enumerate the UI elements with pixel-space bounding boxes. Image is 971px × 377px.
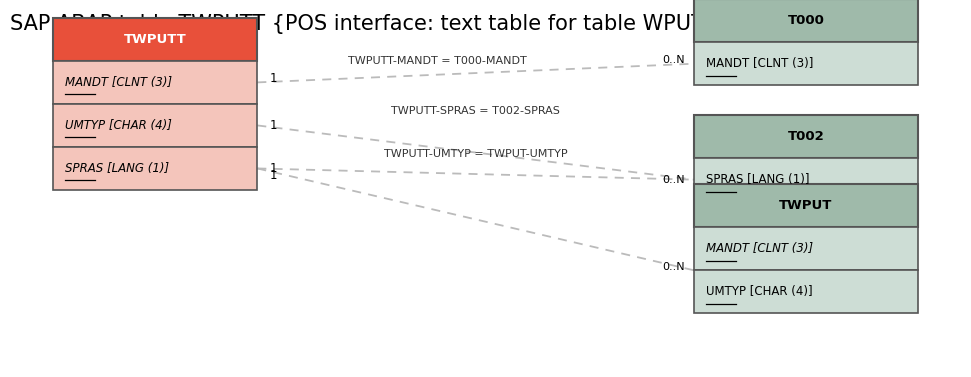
Text: TWPUTT-SPRAS = T002-SPRAS: TWPUTT-SPRAS = T002-SPRAS bbox=[391, 106, 560, 116]
Text: TWPUTT-MANDT = T000-MANDT: TWPUTT-MANDT = T000-MANDT bbox=[348, 55, 526, 66]
Text: T002: T002 bbox=[787, 130, 824, 143]
Text: 1: 1 bbox=[270, 162, 278, 175]
FancyBboxPatch shape bbox=[53, 18, 257, 61]
FancyBboxPatch shape bbox=[53, 104, 257, 147]
Text: TWPUTT: TWPUTT bbox=[124, 33, 186, 46]
Text: 1: 1 bbox=[270, 119, 278, 132]
FancyBboxPatch shape bbox=[694, 227, 918, 270]
Text: 1: 1 bbox=[270, 169, 278, 182]
Text: UMTYP [CHAR (4)]: UMTYP [CHAR (4)] bbox=[706, 285, 813, 298]
Text: MANDT [CLNT (3)]: MANDT [CLNT (3)] bbox=[706, 57, 814, 70]
FancyBboxPatch shape bbox=[694, 115, 918, 158]
FancyBboxPatch shape bbox=[53, 147, 257, 190]
Text: 0..N: 0..N bbox=[662, 175, 685, 185]
Text: SPRAS [LANG (1)]: SPRAS [LANG (1)] bbox=[706, 173, 810, 186]
Text: MANDT [CLNT (3)]: MANDT [CLNT (3)] bbox=[65, 76, 172, 89]
Text: SPRAS [LANG (1)]: SPRAS [LANG (1)] bbox=[65, 162, 169, 175]
FancyBboxPatch shape bbox=[694, 42, 918, 85]
Text: TWPUT: TWPUT bbox=[780, 199, 832, 212]
Text: MANDT [CLNT (3)]: MANDT [CLNT (3)] bbox=[706, 242, 813, 255]
Text: T000: T000 bbox=[787, 14, 824, 27]
Text: TWPUTT-UMTYP = TWPUT-UMTYP: TWPUTT-UMTYP = TWPUT-UMTYP bbox=[384, 149, 568, 159]
FancyBboxPatch shape bbox=[694, 270, 918, 313]
FancyBboxPatch shape bbox=[53, 61, 257, 104]
FancyBboxPatch shape bbox=[694, 0, 918, 42]
Text: 0..N: 0..N bbox=[662, 55, 685, 65]
Text: SAP ABAP table TWPUTT {POS interface: text table for table WPUT}: SAP ABAP table TWPUTT {POS interface: te… bbox=[10, 14, 717, 34]
FancyBboxPatch shape bbox=[694, 184, 918, 227]
FancyBboxPatch shape bbox=[694, 158, 918, 201]
Text: 1: 1 bbox=[270, 72, 278, 85]
Text: 0..N: 0..N bbox=[662, 262, 685, 272]
Text: UMTYP [CHAR (4)]: UMTYP [CHAR (4)] bbox=[65, 119, 172, 132]
